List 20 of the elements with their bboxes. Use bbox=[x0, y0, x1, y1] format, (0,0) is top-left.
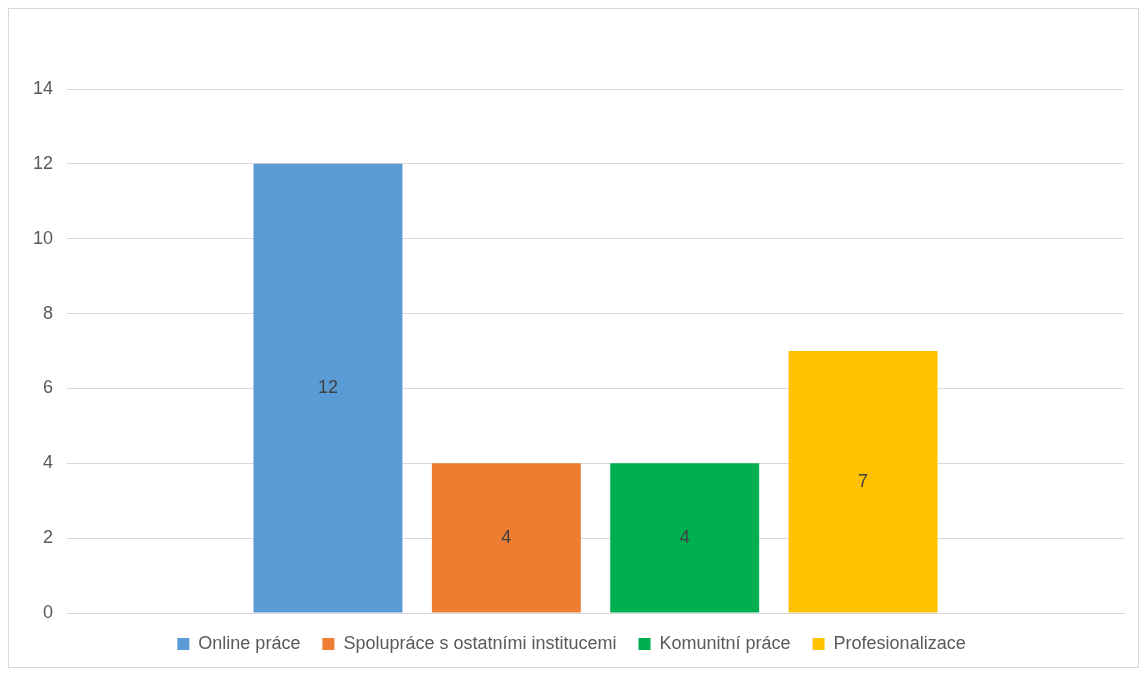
data-label: 7 bbox=[858, 470, 869, 491]
data-label: 4 bbox=[679, 526, 690, 547]
bar bbox=[431, 463, 581, 613]
y-tick-label: 14 bbox=[32, 77, 54, 98]
legend-label: Online práce bbox=[198, 632, 301, 653]
y-tick-label: 10 bbox=[32, 227, 54, 248]
y-tick-label: 2 bbox=[43, 527, 54, 548]
y-tick-label: 8 bbox=[43, 302, 54, 323]
data-label: 4 bbox=[501, 526, 512, 547]
bar bbox=[610, 463, 760, 613]
data-label: 12 bbox=[317, 377, 338, 398]
y-tick-label: 0 bbox=[43, 601, 54, 622]
y-tick-label: 4 bbox=[43, 452, 54, 473]
bar bbox=[788, 351, 938, 613]
legend-label: Spolupráce s ostatními institucemi bbox=[343, 632, 617, 653]
y-tick-label: 6 bbox=[43, 377, 54, 398]
bar bbox=[253, 163, 403, 613]
legend-label: Profesionalizace bbox=[833, 632, 966, 653]
y-tick-label: 12 bbox=[32, 152, 54, 173]
legend-label: Komunitní práce bbox=[659, 632, 791, 653]
